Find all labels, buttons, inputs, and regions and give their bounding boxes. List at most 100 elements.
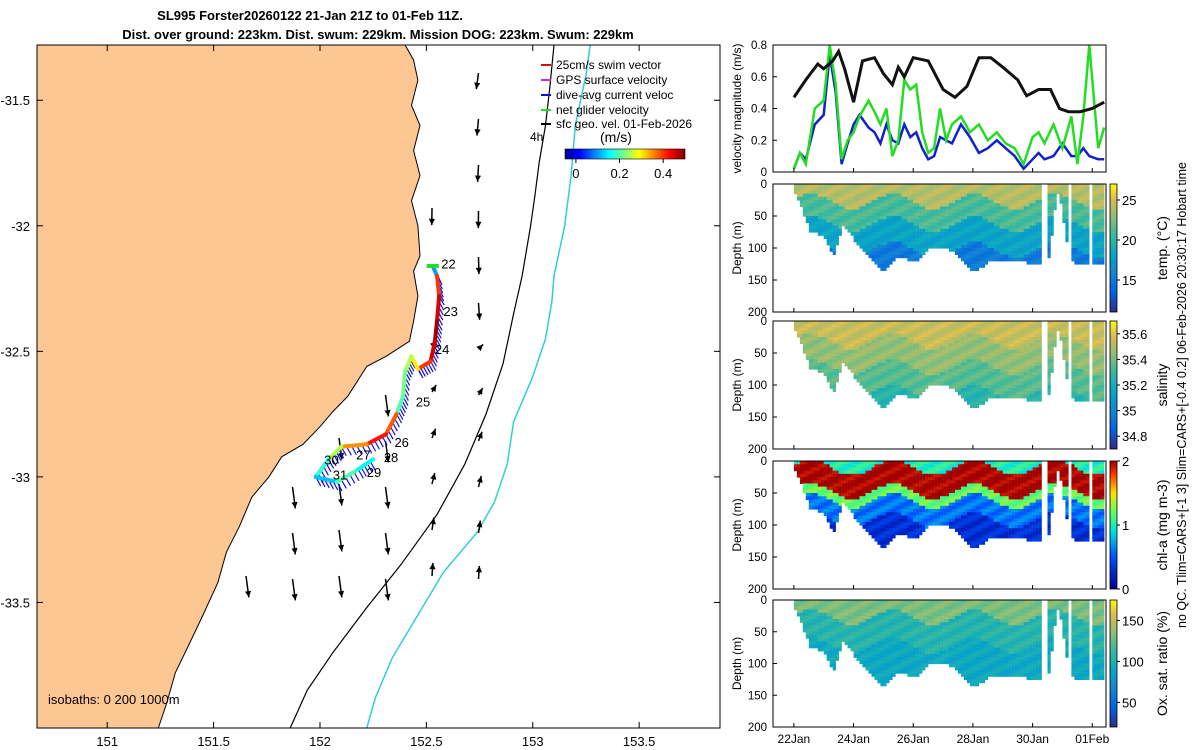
heat-cell [981, 238, 986, 243]
heat-cell [802, 193, 806, 198]
colorbar-tick-label: 0.2 [611, 166, 629, 181]
heat-cell [981, 241, 986, 246]
heat-cell [981, 388, 986, 392]
heat-cell [984, 200, 989, 204]
heat-cell [961, 187, 965, 191]
heat-cell [1095, 248, 1099, 252]
heat-cell [922, 327, 926, 332]
heat-cell [1017, 327, 1021, 332]
heat-cell [895, 209, 899, 214]
heat-cell [910, 196, 914, 201]
heat-cell [993, 369, 997, 373]
heat-cell [1023, 219, 1027, 223]
heat-cell [802, 196, 806, 201]
heat-cell [967, 264, 971, 268]
heat-cell [904, 391, 908, 396]
heat-cell [799, 470, 804, 475]
heat-cell [955, 209, 959, 214]
heat-cell [871, 375, 875, 380]
heat-cell [886, 333, 890, 338]
heat-cell [1026, 216, 1030, 220]
heat-cell [844, 321, 848, 325]
heat-cell [1017, 184, 1021, 188]
heat-cell [871, 518, 875, 523]
heat-cell [1080, 235, 1084, 239]
heat-cell [913, 388, 917, 392]
heat-cell [853, 203, 857, 207]
heat-cell [1014, 196, 1018, 201]
heat-cell [841, 493, 845, 497]
heat-cell [916, 324, 920, 328]
heat-cell [841, 216, 845, 220]
heat-cell [1074, 346, 1078, 351]
heat-cell [1017, 228, 1021, 233]
heat-cell [817, 359, 821, 364]
heat-cell [874, 257, 878, 262]
heat-cell [964, 369, 968, 373]
heat-cell [946, 372, 950, 376]
heat-cell [972, 321, 977, 325]
heat-cell [817, 216, 821, 220]
heat-cell [1101, 353, 1105, 357]
heat-cell [925, 365, 929, 370]
heat-cell [967, 219, 971, 223]
heat-cell [978, 228, 983, 233]
heat-cell [978, 248, 983, 252]
colorbar-tick-label: 15 [1122, 273, 1136, 288]
heat-cell [987, 232, 991, 236]
heat-cell [961, 394, 965, 399]
heat-cell [1101, 257, 1105, 262]
heat-cell [904, 190, 908, 195]
heat-cell [949, 375, 953, 380]
heat-cell [952, 343, 956, 348]
heat-cell [877, 391, 881, 396]
heat-cell [877, 378, 881, 383]
heat-cell [1083, 330, 1087, 335]
heat-cell [859, 353, 863, 357]
heat-cell [961, 333, 965, 338]
heat-cell [999, 378, 1003, 383]
heat-cell [934, 381, 938, 386]
heat-cell [1011, 394, 1015, 399]
heat-cell [799, 464, 804, 468]
heat-cell [996, 353, 1000, 357]
heat-cell [814, 365, 818, 370]
heat-cell [1077, 375, 1081, 380]
heat-cell [1077, 203, 1081, 207]
heat-cell [1017, 187, 1021, 191]
heat-cell [999, 225, 1003, 230]
heat-cell [943, 228, 947, 233]
heat-cell [1053, 190, 1057, 195]
heat-cell [972, 401, 977, 405]
heat-cell [814, 203, 818, 207]
geo-velocity-arrow [384, 440, 391, 463]
geo-velocity-arrows [245, 72, 484, 601]
heat-cell [1101, 187, 1105, 191]
heat-cell [814, 499, 818, 504]
heat-cell [993, 362, 997, 367]
heat-cell [955, 206, 959, 211]
heat-cell [814, 209, 818, 214]
heat-cell [850, 340, 854, 344]
heat-cell [1032, 190, 1036, 195]
heat-cell [1032, 219, 1036, 223]
heat-cell [793, 461, 798, 465]
heat-cell [811, 190, 815, 195]
heat-cell [916, 385, 920, 389]
heat-cell [925, 346, 929, 351]
heat-cell [892, 346, 896, 351]
heat-cell [850, 496, 854, 500]
heat-cell [856, 369, 860, 373]
heat-cell [1008, 391, 1012, 396]
heat-cell [886, 369, 890, 373]
heat-cell [984, 381, 989, 386]
heat-cell [940, 241, 944, 246]
heat-cell [964, 235, 968, 239]
heat-cell [907, 375, 911, 380]
heat-cell [916, 257, 920, 262]
heat-cell [856, 362, 860, 367]
heat-cell [853, 470, 857, 475]
heat-cell [916, 232, 920, 236]
heat-cell [949, 324, 953, 328]
heat-cell [1095, 203, 1099, 207]
